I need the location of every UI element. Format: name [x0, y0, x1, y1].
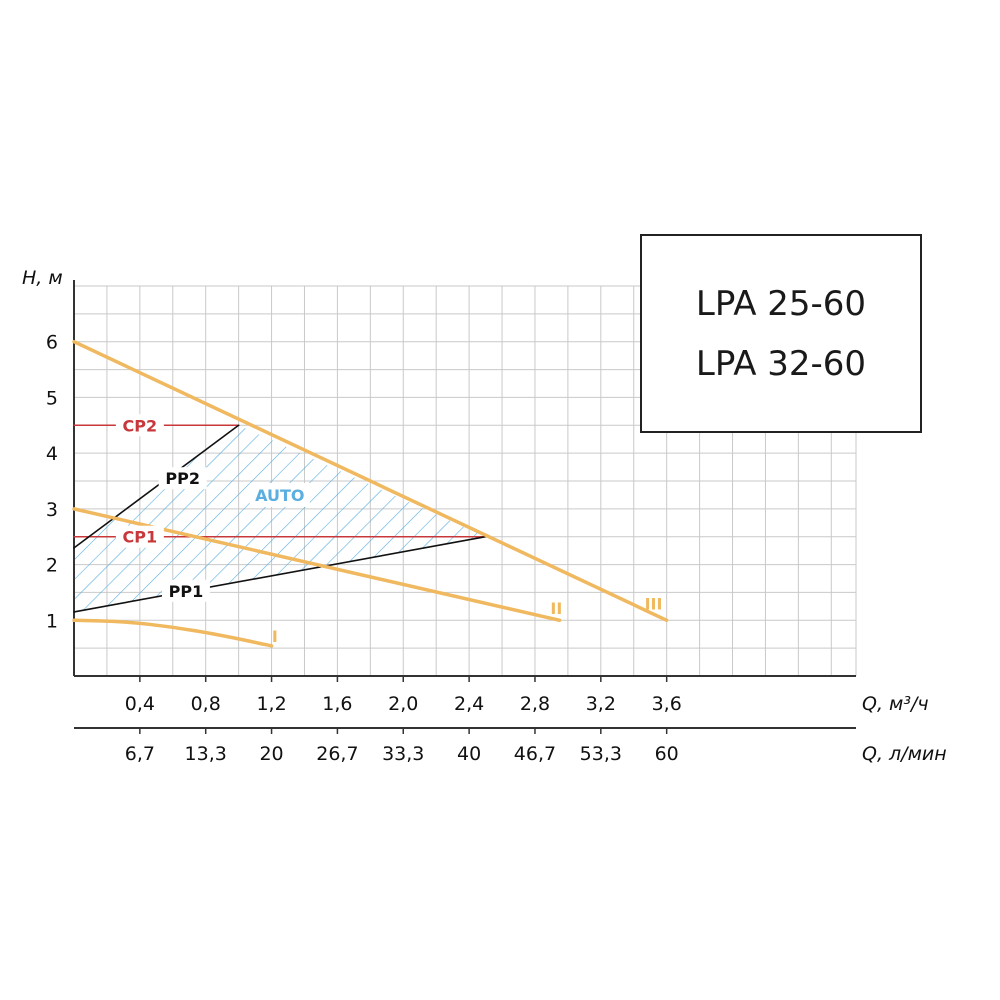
x-secondary-tick-label: 20 — [259, 743, 283, 765]
y-tick-label: 1 — [46, 610, 58, 632]
label-bg-cp2 — [115, 414, 164, 437]
y-tick-label: 3 — [46, 499, 58, 521]
y-tick-label: 5 — [46, 387, 58, 409]
x-tick-label: 3,2 — [586, 693, 616, 715]
x-secondary-tick-label: 33,3 — [382, 743, 424, 765]
x-tick-label: 1,6 — [322, 693, 352, 715]
x-secondary-tick-label: 13,3 — [185, 743, 227, 765]
x-secondary-tick-label: 40 — [457, 743, 481, 765]
series-line-pp1 — [73, 535, 487, 613]
y-tick-label: 4 — [46, 443, 58, 465]
x-tick-label: 2,8 — [520, 693, 550, 715]
model-name-2: LPA 32-60 — [695, 343, 867, 384]
auto-label-bg — [249, 482, 310, 507]
x-secondary-tick-label: 26,7 — [316, 743, 358, 765]
series-label-cp2: CP2 — [123, 416, 158, 435]
x-secondary-tick-label: 60 — [655, 743, 679, 765]
y-tick-label: 6 — [46, 332, 58, 354]
x-tick-label: 1,2 — [256, 693, 286, 715]
x-secondary-tick-label: 53,3 — [580, 743, 622, 765]
series-label-ii: II — [550, 599, 562, 618]
x-axis-secondary-title: Q, л/мин — [862, 743, 947, 765]
x-secondary-tick-label: 6,7 — [125, 743, 155, 765]
label-bg-pp1 — [161, 579, 210, 602]
x-tick-label: 2,4 — [454, 693, 484, 715]
series-label-i: I — [272, 627, 278, 646]
series-line-iii — [72, 339, 669, 623]
axes: 1 2 3 4 5 6 0,4 0,8 1,2 1,6 2,0 2,4 2,8 3,2 3,6 6,7 13,3… — [46, 280, 856, 765]
region-label-auto: AUTO — [255, 486, 304, 505]
series-label-pp2: PP2 — [165, 469, 200, 488]
x-tick-label: 0,8 — [191, 693, 221, 715]
model-name-1: LPA 25-60 — [695, 283, 867, 324]
x-tick-label: 2,0 — [388, 693, 418, 715]
x-axis-title: Q, м³/ч — [862, 693, 929, 715]
x-tick-label: 3,6 — [652, 693, 682, 715]
model-label-box: LPA 25-60 LPA 32-60 — [640, 234, 922, 433]
series-line-pp2 — [73, 424, 240, 549]
series-label-iii: III — [645, 595, 663, 614]
x-secondary-tick-label: 46,7 — [514, 743, 556, 765]
y-axis-title: H, м — [22, 267, 63, 289]
label-bg-cp1 — [115, 525, 164, 548]
x-tick-label: 0,4 — [125, 693, 155, 715]
series-line-i — [72, 618, 274, 648]
series-label-pp1: PP1 — [169, 582, 204, 601]
label-bg-pp2 — [158, 467, 207, 490]
y-tick-label: 2 — [46, 555, 58, 577]
series-label-cp1: CP1 — [123, 528, 158, 547]
